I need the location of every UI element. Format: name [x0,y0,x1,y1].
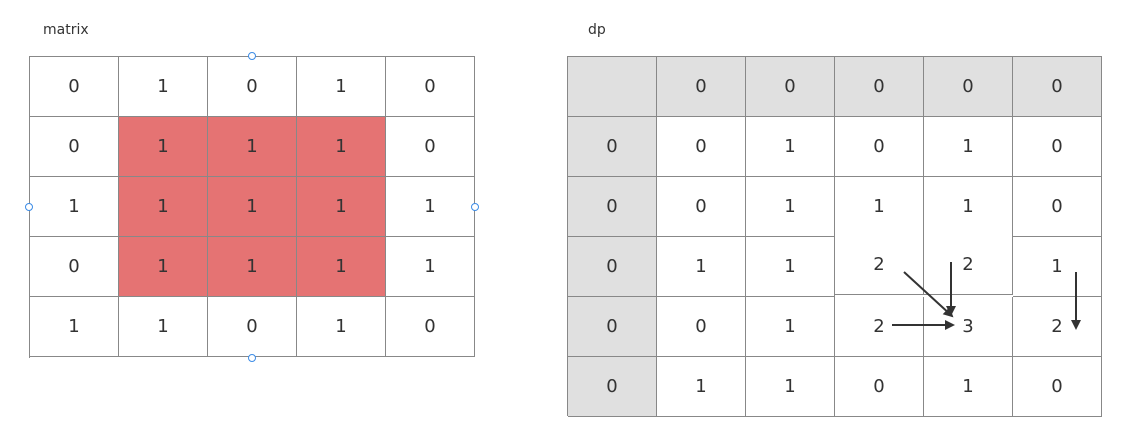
dp-cell: 0 [657,297,746,357]
matrix-cell: 1 [297,237,386,297]
matrix-cell: 0 [208,57,297,117]
dp-cell: 1 [746,177,835,237]
dp-cell: 2 [835,235,924,295]
resize-handle-right[interactable] [471,203,479,211]
matrix-cell: 1 [119,237,208,297]
dp-cell: 1 [835,177,924,237]
resize-handle-bottom[interactable] [248,354,256,362]
dp-cell: 1 [746,117,835,177]
dp-header-cell: 0 [1013,57,1102,117]
dp-cell: 1 [657,237,746,297]
matrix-cell: 1 [119,117,208,177]
dp-header-cell [568,57,657,117]
dp-cell: 0 [835,357,924,417]
matrix-cell: 1 [386,237,475,297]
matrix-cell: 0 [30,237,119,297]
dp-cell: 2 [924,235,1013,295]
matrix-cell: 1 [208,117,297,177]
matrix-cell: 1 [386,177,475,237]
dp-cell: 0 [835,117,924,177]
matrix-cell: 1 [119,177,208,237]
dp-cell: 0 [657,177,746,237]
dp-header-cell: 0 [568,177,657,237]
dp-title: dp [588,22,606,38]
matrix-cell: 0 [30,117,119,177]
dp-cell: 1 [924,177,1013,237]
matrix-cell: 0 [386,297,475,357]
matrix-cell: 1 [119,297,208,357]
dp-header-cell: 0 [657,57,746,117]
matrix-cell: 1 [297,117,386,177]
matrix-cell: 0 [30,57,119,117]
dp-header-cell: 0 [568,237,657,297]
matrix-cell: 0 [386,117,475,177]
dp-cell: 1 [746,357,835,417]
dp-cell: 2 [835,297,924,357]
dp-header-cell: 0 [835,57,924,117]
dp-cell: 1 [1013,237,1102,297]
dp-cell: 2 [1013,297,1102,357]
matrix-cell: 1 [30,177,119,237]
dp-header-cell: 0 [568,297,657,357]
dp-cell: 1 [746,297,835,357]
matrix-cell: 1 [30,297,119,357]
matrix-cell: 1 [297,297,386,357]
resize-handle-top[interactable] [248,52,256,60]
resize-handle-left[interactable] [25,203,33,211]
matrix-cell: 1 [297,177,386,237]
dp-cell: 0 [1013,357,1102,417]
matrix-cell: 0 [386,57,475,117]
matrix-cell: 1 [208,237,297,297]
dp-cell: 1 [924,117,1013,177]
matrix-title: matrix [43,22,89,38]
dp-header-cell: 0 [924,57,1013,117]
dp-header-cell: 0 [746,57,835,117]
matrix-cell: 1 [119,57,208,117]
dp-cell: 3 [924,297,1013,357]
dp-header-cell: 0 [568,357,657,417]
dp-cell: 1 [657,357,746,417]
matrix-cell: 0 [208,297,297,357]
matrix-cell: 1 [297,57,386,117]
dp-cell: 0 [1013,117,1102,177]
dp-header-cell: 0 [568,117,657,177]
dp-cell: 1 [746,237,835,297]
matrix-cell: 1 [208,177,297,237]
dp-cell: 1 [924,357,1013,417]
dp-cell: 0 [1013,177,1102,237]
dp-cell: 0 [657,117,746,177]
